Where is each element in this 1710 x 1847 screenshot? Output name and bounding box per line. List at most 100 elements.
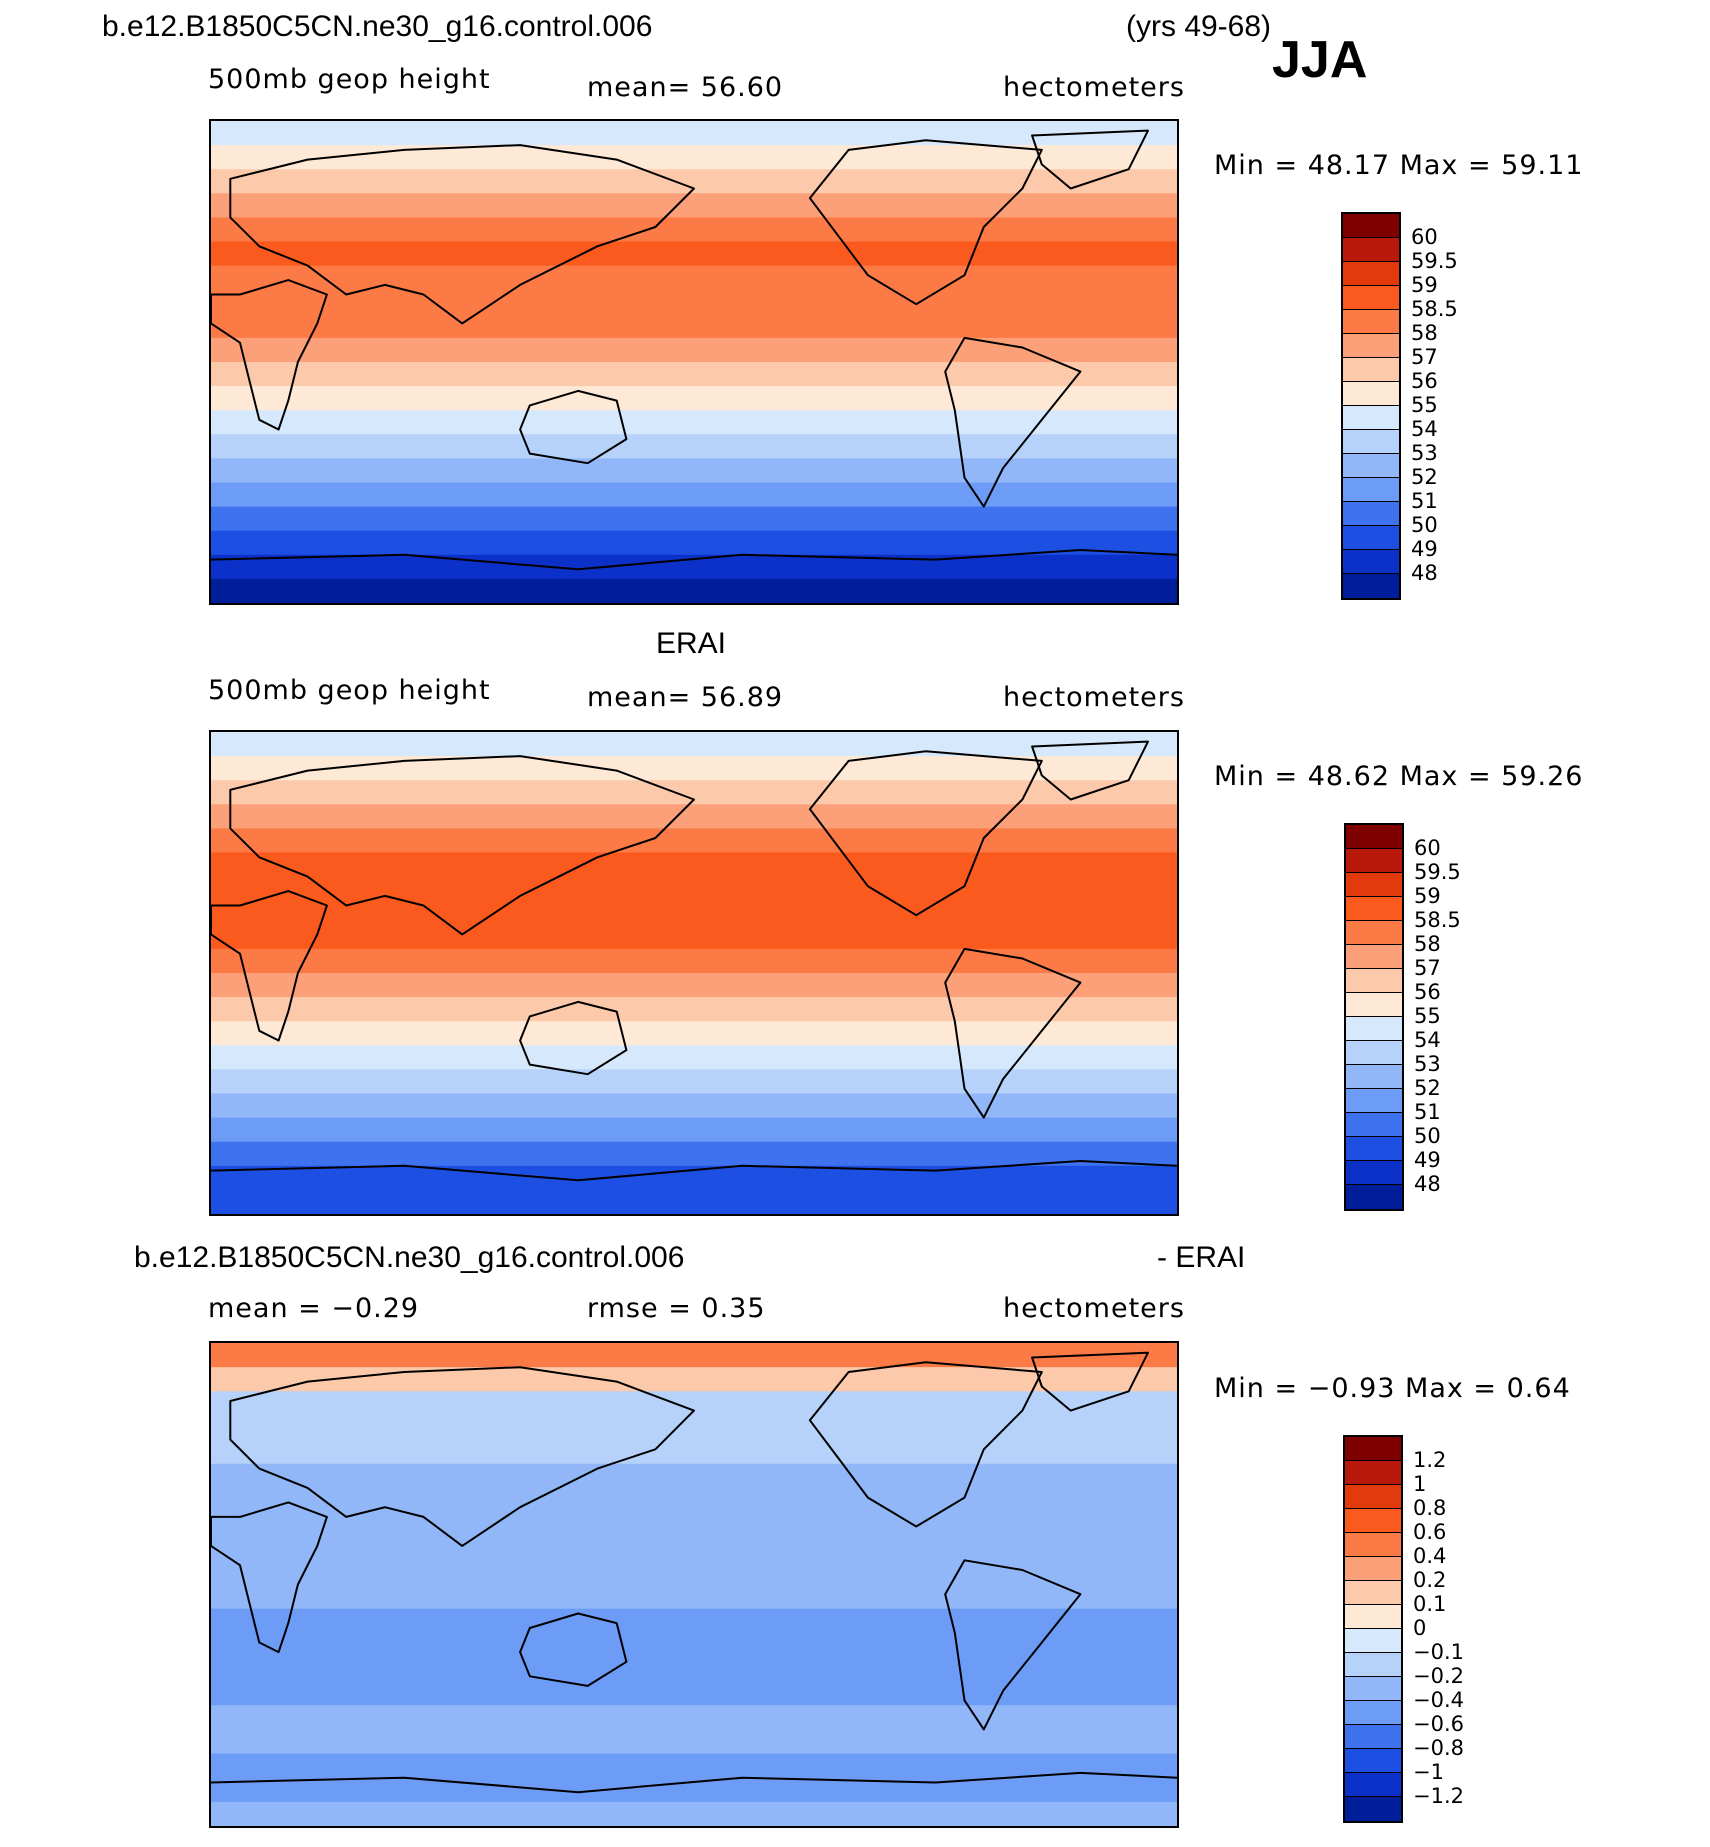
coastline xyxy=(944,336,1082,508)
coastline xyxy=(944,947,1082,1119)
panel-model-colorbar xyxy=(1341,212,1401,600)
panel-diff-minmax: Min = −0.93 Max = 0.64 xyxy=(1214,1373,1571,1404)
colorbar-cell xyxy=(1345,1557,1401,1581)
map-contour-band xyxy=(211,434,1177,459)
colorbar-label: 59.5 xyxy=(1414,860,1461,884)
colorbar-cell xyxy=(1343,334,1399,358)
colorbar-cell xyxy=(1345,1653,1401,1677)
colorbar-cell xyxy=(1345,1797,1401,1821)
panel-diff-title-left: b.e12.B1850C5CN.ne30_g16.control.006 xyxy=(134,1241,685,1274)
map-contour-band xyxy=(211,1343,1177,1368)
colorbar-cell xyxy=(1346,1017,1402,1041)
colorbar-cell xyxy=(1346,1089,1402,1113)
map-contour-band xyxy=(211,1189,1177,1214)
colorbar-cell xyxy=(1345,1701,1401,1725)
coastline xyxy=(229,144,695,325)
colorbar-cell xyxy=(1346,1161,1402,1185)
panel-diff-rmse: rmse = 0.35 xyxy=(587,1293,766,1324)
colorbar-label: −1 xyxy=(1413,1760,1444,1784)
panel-model-units: hectometers xyxy=(1003,72,1185,103)
colorbar-label: 60 xyxy=(1414,836,1441,860)
coastline xyxy=(229,755,695,936)
colorbar-label: 57 xyxy=(1411,345,1438,369)
colorbar-label: 0.4 xyxy=(1413,1544,1447,1568)
map-contour-band xyxy=(211,973,1177,998)
coastline xyxy=(1031,129,1149,190)
panel-diff-colorbar xyxy=(1343,1435,1403,1823)
colorbar-cell xyxy=(1346,1185,1402,1209)
colorbar-cell xyxy=(1346,1113,1402,1137)
coastline xyxy=(211,549,1177,571)
colorbar-label: 0 xyxy=(1413,1616,1427,1640)
coastline xyxy=(211,890,328,1042)
colorbar-label: 59 xyxy=(1414,884,1441,908)
map-contour-band xyxy=(211,1560,1177,1586)
colorbar-cell xyxy=(1343,382,1399,406)
map-contour-band xyxy=(211,121,1177,146)
map-contour-band xyxy=(211,1367,1177,1392)
colorbar-label: −0.4 xyxy=(1413,1688,1464,1712)
colorbar-cell xyxy=(1345,1605,1401,1629)
map-contour-band xyxy=(211,1584,1177,1610)
colorbar-label: 53 xyxy=(1414,1052,1441,1076)
colorbar-label: 53 xyxy=(1411,441,1438,465)
colorbar-cell xyxy=(1346,921,1402,945)
map-contour-band xyxy=(211,828,1177,854)
colorbar-label: 60 xyxy=(1411,225,1438,249)
colorbar-cell xyxy=(1345,1509,1401,1533)
map-contour-band xyxy=(211,193,1177,218)
map-contour-band xyxy=(211,410,1177,435)
colorbar-cell xyxy=(1346,1065,1402,1089)
map-contour-band xyxy=(211,876,1177,902)
colorbar-label: 48 xyxy=(1411,561,1438,585)
colorbar-label: 48 xyxy=(1414,1172,1441,1196)
colorbar-label: 54 xyxy=(1411,417,1438,441)
map-contour-band xyxy=(211,780,1177,805)
panel-model-minmax: Min = 48.17 Max = 59.11 xyxy=(1214,150,1584,181)
colorbar-cell xyxy=(1343,430,1399,454)
panel-model-mean: mean= 56.60 xyxy=(587,72,784,103)
colorbar-cell xyxy=(1343,454,1399,478)
coastline xyxy=(211,1501,328,1654)
map-contour-band xyxy=(211,1729,1177,1755)
colorbar-label: −0.6 xyxy=(1413,1712,1464,1736)
colorbar-cell xyxy=(1346,897,1402,921)
map-contour-band xyxy=(211,386,1177,411)
colorbar-cell xyxy=(1345,1677,1401,1701)
map-contour-band xyxy=(211,337,1177,363)
colorbar-label: 55 xyxy=(1411,393,1438,417)
panel-model-map xyxy=(209,119,1179,605)
colorbar-label: 1 xyxy=(1413,1472,1427,1496)
map-contour-band xyxy=(211,852,1177,878)
map-contour-band xyxy=(211,1753,1177,1779)
colorbar-cell xyxy=(1343,286,1399,310)
map-contour-band xyxy=(211,458,1177,484)
colorbar-label: 50 xyxy=(1414,1124,1441,1148)
years-label: (yrs 49-68) xyxy=(1126,10,1272,43)
coastline xyxy=(211,1771,1177,1794)
map-contour-band xyxy=(211,1656,1177,1682)
colorbar-cell xyxy=(1346,969,1402,993)
colorbar-label: 51 xyxy=(1411,489,1438,513)
map-contour-band xyxy=(211,1045,1177,1070)
map-contour-band xyxy=(211,1705,1177,1730)
panel-obs-map xyxy=(209,730,1179,1216)
map-contour-band xyxy=(211,732,1177,757)
colorbar-cell xyxy=(1346,1041,1402,1065)
coastline xyxy=(519,389,628,465)
colorbar-cell xyxy=(1346,825,1402,849)
coastline xyxy=(519,1612,628,1687)
colorbar-cell xyxy=(1345,1485,1401,1509)
colorbar-label: 58 xyxy=(1414,932,1441,956)
colorbar-label: 1.2 xyxy=(1413,1448,1447,1472)
map-contour-band xyxy=(211,578,1177,603)
map-contour-band xyxy=(211,1608,1177,1634)
map-contour-band xyxy=(211,169,1177,194)
panel-obs-minmax: Min = 48.62 Max = 59.26 xyxy=(1214,761,1584,792)
panel-diff-title-right: - ERAI xyxy=(1157,1241,1246,1274)
map-contour-band xyxy=(211,1801,1177,1826)
colorbar-label: 58.5 xyxy=(1411,297,1458,321)
map-contour-band xyxy=(211,1093,1177,1119)
colorbar-label: 59.5 xyxy=(1411,249,1458,273)
map-contour-band xyxy=(211,265,1177,291)
